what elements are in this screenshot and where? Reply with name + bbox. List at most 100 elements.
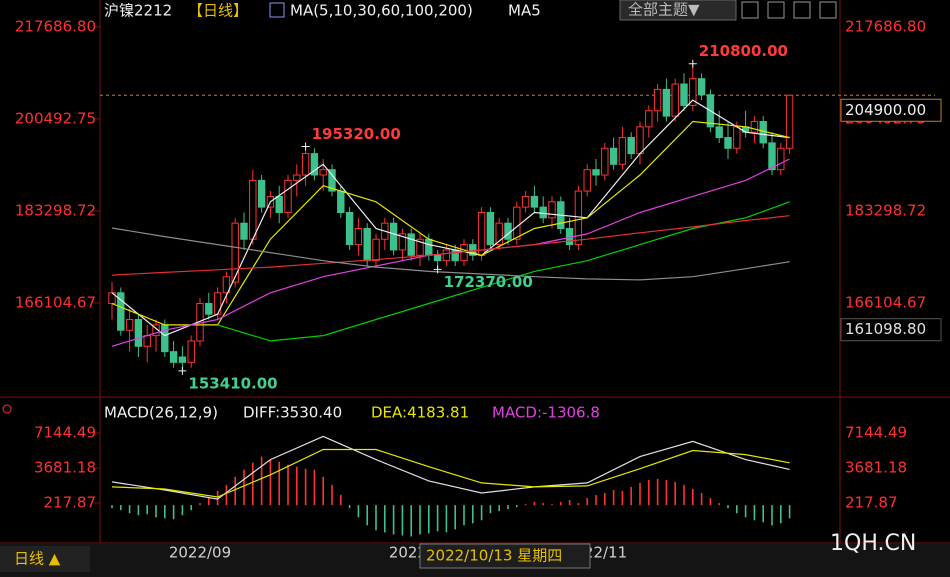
y-tick-label-left: 217686.80 (15, 17, 96, 35)
candle-body (293, 174, 301, 181)
ma-label: MA(5,10,30,60,100,200) (290, 2, 473, 20)
candle-body (442, 249, 451, 262)
period: 【日线】 (188, 2, 248, 20)
ma-line (111, 120, 790, 326)
y-tick-label-left: 7144.49 (34, 423, 96, 441)
y-tick-label-left: 3681.18 (34, 458, 96, 476)
candle-body (671, 83, 679, 117)
extreme-label: 195320.00 (312, 125, 401, 143)
candle-body (530, 195, 539, 208)
x-tick-label: 2022/09 (169, 544, 231, 562)
candle-body (205, 302, 213, 315)
candle-body (495, 222, 503, 246)
crosshair-date: 2022/10/13 星期四 (426, 547, 562, 565)
candle-body (627, 137, 635, 155)
macd-title: MACD(26,12,9) (104, 404, 218, 422)
y-tick-label-left: 200492.75 (15, 109, 96, 127)
candle-body (777, 147, 785, 171)
candle-body (548, 201, 556, 219)
ma-line (111, 435, 790, 500)
extreme-marker (688, 59, 697, 68)
candle-body (354, 228, 363, 246)
candle-body (187, 340, 195, 363)
period-button-label: 日线 ▲ (14, 550, 61, 568)
candle-body (345, 211, 354, 246)
candle-body (486, 211, 495, 246)
candle-body (521, 195, 530, 208)
candle-body (662, 88, 671, 117)
candle-body (275, 195, 283, 213)
candle-body (477, 211, 486, 256)
candle-body (134, 319, 143, 347)
y-tick-label-right: 166104.67 (845, 293, 926, 311)
watermark: 1QH.CN (830, 531, 916, 556)
candle-body (240, 222, 248, 240)
candle-body (337, 190, 345, 213)
price-tag-label: 161098.80 (845, 320, 926, 338)
price-tag (840, 318, 942, 342)
y-tick-label-right: 217686.80 (845, 17, 926, 35)
y-tick-label-left: 217.87 (44, 493, 97, 511)
candle-body (451, 249, 459, 262)
candle-body (689, 78, 697, 106)
theme-button-label: 全部主题▼ (628, 1, 700, 19)
candle-body (416, 238, 424, 256)
candle-body (592, 169, 600, 176)
candle-body (601, 147, 609, 176)
period-button[interactable] (0, 546, 90, 572)
candle-body (433, 254, 442, 262)
extreme-marker (433, 265, 442, 274)
candle-body (680, 83, 688, 106)
candle-body (697, 78, 706, 96)
candle-body (178, 356, 187, 363)
last-price-label: 204900.00 (845, 101, 926, 119)
indicator-icon[interactable] (2, 404, 12, 414)
extreme-label: 172370.00 (444, 273, 533, 291)
candle-body (372, 238, 380, 262)
candle-body (609, 147, 618, 165)
candle-body (785, 94, 794, 149)
extreme-label: 153410.00 (188, 374, 277, 392)
macd-diff: DIFF:3530.40 (243, 404, 342, 422)
candle-body (724, 137, 732, 149)
candle-body (152, 324, 160, 337)
icon-layout[interactable] (793, 1, 811, 19)
candle-body (328, 169, 336, 192)
candle-body (733, 126, 741, 149)
ma-line (217, 201, 790, 342)
ma-line (111, 215, 790, 276)
y-tick-label-right: 3681.18 (845, 458, 907, 476)
icon-close[interactable] (819, 1, 837, 19)
icon-grid[interactable] (741, 1, 759, 19)
candle-body (398, 233, 407, 251)
candle-body (169, 351, 178, 363)
candle-body (143, 335, 151, 347)
symbol: 沪镍2212 (104, 2, 172, 20)
candle-body (513, 206, 521, 240)
candle-body (213, 292, 222, 315)
y-tick-label-left: 183298.72 (15, 201, 96, 219)
candle-body (645, 110, 653, 128)
candle-body (539, 206, 547, 219)
ma-checkbox[interactable] (269, 2, 285, 18)
candle-body (653, 88, 662, 112)
candle-body (750, 120, 759, 133)
candle-body (469, 244, 477, 256)
y-tick-label-right: 217.87 (845, 493, 898, 511)
crosshair-tooltip (419, 543, 591, 569)
candle-body (117, 292, 125, 331)
candle-body (768, 142, 776, 171)
theme-button[interactable] (619, 0, 737, 21)
candle-body (249, 179, 257, 240)
extreme-marker (178, 366, 187, 375)
extreme-label: 210800.00 (699, 42, 788, 60)
icon-split[interactable] (767, 1, 785, 19)
candle-body (618, 137, 627, 165)
candle-body (301, 153, 310, 176)
candle-body (161, 324, 169, 353)
candle-body (363, 228, 371, 262)
candle-body (389, 222, 398, 251)
plot: 166104.67 166104.67 183298.72 183298.72 2004… (15, 17, 942, 537)
y-tick-label-right: 183298.72 (845, 201, 926, 219)
